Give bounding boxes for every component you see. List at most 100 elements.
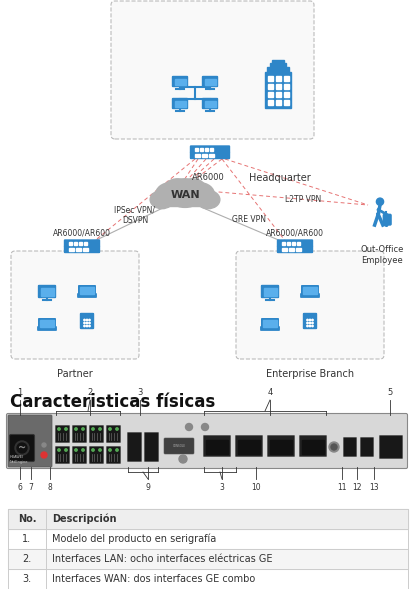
- FancyBboxPatch shape: [173, 98, 188, 108]
- Circle shape: [89, 322, 90, 324]
- FancyBboxPatch shape: [127, 432, 141, 462]
- FancyBboxPatch shape: [191, 146, 230, 153]
- Circle shape: [179, 455, 187, 463]
- Text: 8: 8: [47, 483, 52, 492]
- Circle shape: [65, 449, 67, 451]
- FancyBboxPatch shape: [344, 438, 357, 456]
- FancyBboxPatch shape: [235, 435, 262, 456]
- FancyBboxPatch shape: [261, 327, 279, 330]
- Ellipse shape: [185, 183, 214, 206]
- FancyBboxPatch shape: [301, 294, 319, 297]
- Text: Interfaces WAN: dos interfaces GE combo: Interfaces WAN: dos interfaces GE combo: [52, 574, 255, 584]
- Text: 1.: 1.: [22, 534, 32, 544]
- FancyBboxPatch shape: [383, 214, 391, 225]
- FancyBboxPatch shape: [262, 286, 278, 297]
- Bar: [83, 248, 88, 251]
- Text: IPSec VPN/
DSVPN: IPSec VPN/ DSVPN: [114, 206, 156, 224]
- Bar: [205, 148, 208, 151]
- FancyBboxPatch shape: [236, 251, 384, 359]
- Circle shape: [92, 449, 94, 451]
- Bar: [195, 154, 200, 157]
- Text: ~: ~: [18, 443, 26, 453]
- Bar: [303, 287, 317, 294]
- Bar: [79, 242, 82, 245]
- Bar: [238, 440, 260, 454]
- Circle shape: [99, 449, 101, 451]
- Circle shape: [86, 325, 88, 327]
- Bar: [297, 242, 300, 245]
- Circle shape: [89, 325, 90, 327]
- Circle shape: [201, 423, 208, 431]
- Bar: [284, 84, 289, 89]
- FancyBboxPatch shape: [7, 413, 408, 468]
- FancyBboxPatch shape: [262, 319, 278, 328]
- Text: Caracteristicas físicas: Caracteristicas físicas: [10, 393, 215, 411]
- Bar: [74, 242, 77, 245]
- Text: L2TP VPN: L2TP VPN: [285, 196, 321, 204]
- FancyBboxPatch shape: [191, 152, 230, 158]
- Circle shape: [310, 325, 311, 327]
- FancyBboxPatch shape: [39, 286, 55, 297]
- FancyBboxPatch shape: [72, 425, 87, 442]
- FancyBboxPatch shape: [173, 77, 188, 87]
- Bar: [272, 60, 284, 63]
- Circle shape: [42, 443, 46, 447]
- Circle shape: [310, 319, 311, 320]
- Bar: [268, 100, 273, 105]
- Bar: [76, 248, 81, 251]
- Bar: [195, 148, 198, 151]
- Circle shape: [307, 319, 308, 320]
- Bar: [270, 63, 286, 67]
- FancyBboxPatch shape: [300, 435, 327, 456]
- FancyBboxPatch shape: [72, 446, 87, 464]
- Bar: [80, 287, 94, 294]
- Circle shape: [17, 443, 27, 453]
- FancyBboxPatch shape: [203, 98, 218, 108]
- Bar: [265, 72, 291, 108]
- Circle shape: [75, 428, 77, 430]
- FancyBboxPatch shape: [277, 246, 312, 253]
- Bar: [268, 92, 273, 97]
- FancyBboxPatch shape: [64, 240, 99, 247]
- Bar: [174, 101, 186, 107]
- Text: 1: 1: [17, 388, 22, 397]
- Bar: [302, 440, 324, 454]
- Text: Interfaces LAN: ocho interfaces eléctricas GE: Interfaces LAN: ocho interfaces eléctric…: [52, 554, 272, 564]
- FancyBboxPatch shape: [79, 286, 95, 295]
- FancyBboxPatch shape: [361, 438, 374, 456]
- Circle shape: [109, 449, 111, 451]
- Text: AR6000/AR600: AR6000/AR600: [53, 229, 111, 238]
- FancyBboxPatch shape: [8, 415, 52, 467]
- Text: 7: 7: [29, 483, 33, 492]
- Circle shape: [312, 325, 313, 327]
- FancyBboxPatch shape: [64, 246, 99, 253]
- Text: WAN: WAN: [170, 190, 200, 200]
- Circle shape: [99, 428, 101, 430]
- Text: AR6000: AR6000: [192, 173, 224, 182]
- Bar: [202, 154, 207, 157]
- Circle shape: [116, 449, 118, 451]
- Ellipse shape: [150, 190, 173, 209]
- Circle shape: [84, 322, 85, 324]
- Bar: [267, 67, 289, 72]
- FancyBboxPatch shape: [39, 319, 55, 328]
- Bar: [292, 242, 295, 245]
- Text: 2.: 2.: [22, 554, 32, 564]
- FancyBboxPatch shape: [38, 327, 56, 330]
- FancyBboxPatch shape: [203, 77, 218, 87]
- Bar: [282, 248, 287, 251]
- Circle shape: [86, 319, 88, 320]
- Circle shape: [41, 452, 47, 458]
- Bar: [268, 76, 273, 81]
- Text: 3: 3: [137, 388, 143, 397]
- Text: 4: 4: [267, 388, 272, 397]
- FancyBboxPatch shape: [81, 313, 94, 329]
- Circle shape: [86, 322, 88, 324]
- Bar: [270, 440, 292, 454]
- Text: No.: No.: [18, 514, 36, 524]
- Text: 13: 13: [369, 483, 379, 492]
- Circle shape: [116, 428, 118, 430]
- Text: 6: 6: [17, 483, 22, 492]
- Bar: [276, 76, 281, 81]
- Bar: [40, 320, 54, 327]
